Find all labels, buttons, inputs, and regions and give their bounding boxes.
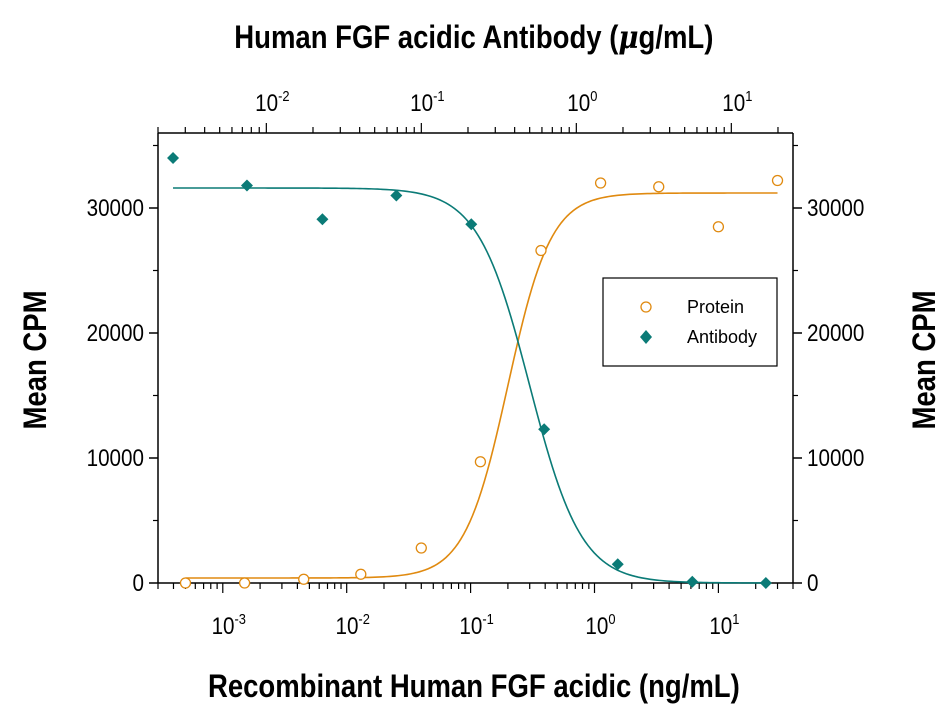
data-points xyxy=(167,152,784,589)
y-tick-label-right: 20000 xyxy=(807,320,864,347)
protein-point xyxy=(535,244,547,257)
antibody-point xyxy=(390,189,403,202)
x-tick-label-bottom: 10-1 xyxy=(459,610,494,639)
antibody-point xyxy=(538,423,551,436)
y-tick-label-left: 30000 xyxy=(87,195,144,222)
plot-axes: 0 0 10000 10000 20000 20000 30000 30000 10-3 10-2… xyxy=(87,87,865,639)
y-axis-title-left: Mean CPM xyxy=(18,290,53,429)
antibody-point xyxy=(167,152,180,164)
legend-antibody-label: Antibody xyxy=(687,327,757,347)
x-tick-label-top: 10-1 xyxy=(410,87,445,116)
antibody-point xyxy=(611,558,624,571)
legend-protein-marker xyxy=(640,301,652,313)
protein-point xyxy=(298,573,310,585)
fit-curve-protein xyxy=(185,192,778,579)
antibody-point xyxy=(465,218,478,231)
legend-protein-label: Protein xyxy=(687,297,744,317)
x-tick-label-bottom: 10-2 xyxy=(335,610,370,639)
y-tick-label-right: 0 xyxy=(807,570,818,597)
legend-box xyxy=(602,277,778,367)
y-tick-label-left: 20000 xyxy=(87,320,144,347)
antibody-point xyxy=(316,213,329,226)
x-tick-label-top: 100 xyxy=(567,87,597,116)
fit-curves xyxy=(173,187,778,584)
x-tick-label-top: 101 xyxy=(722,87,752,116)
x-tick-label-top: 10-2 xyxy=(255,87,290,116)
x-tick-label-bottom: 10-3 xyxy=(212,610,247,639)
y-tick-label-left: 10000 xyxy=(87,445,144,472)
protein-point xyxy=(712,221,725,233)
protein-point xyxy=(474,456,487,468)
protein-point xyxy=(771,174,784,187)
antibody-point xyxy=(759,577,772,589)
protein-point xyxy=(238,577,251,589)
x-tick-label-bottom: 100 xyxy=(585,610,615,639)
top-axis-title: Human FGF acidic Antibody (μg/mL) xyxy=(234,19,713,57)
protein-point xyxy=(355,568,367,580)
y-axis-title-right: Mean CPM xyxy=(907,290,942,429)
y-tick-label-right: 30000 xyxy=(807,195,864,222)
legend-antibody-marker xyxy=(640,330,652,344)
x-axis-title: Recombinant Human FGF acidic (ng/mL) xyxy=(208,669,740,704)
protein-point xyxy=(653,181,665,193)
antibody-point xyxy=(686,575,699,588)
legend: Protein Antibody xyxy=(602,277,778,367)
protein-point xyxy=(594,177,607,189)
protein-point xyxy=(415,542,427,554)
x-tick-label-bottom: 101 xyxy=(709,610,739,639)
antibody-point xyxy=(240,179,253,192)
protein-point xyxy=(179,577,192,589)
y-tick-label-right: 10000 xyxy=(807,445,864,472)
y-tick-label-left: 0 xyxy=(133,570,144,597)
